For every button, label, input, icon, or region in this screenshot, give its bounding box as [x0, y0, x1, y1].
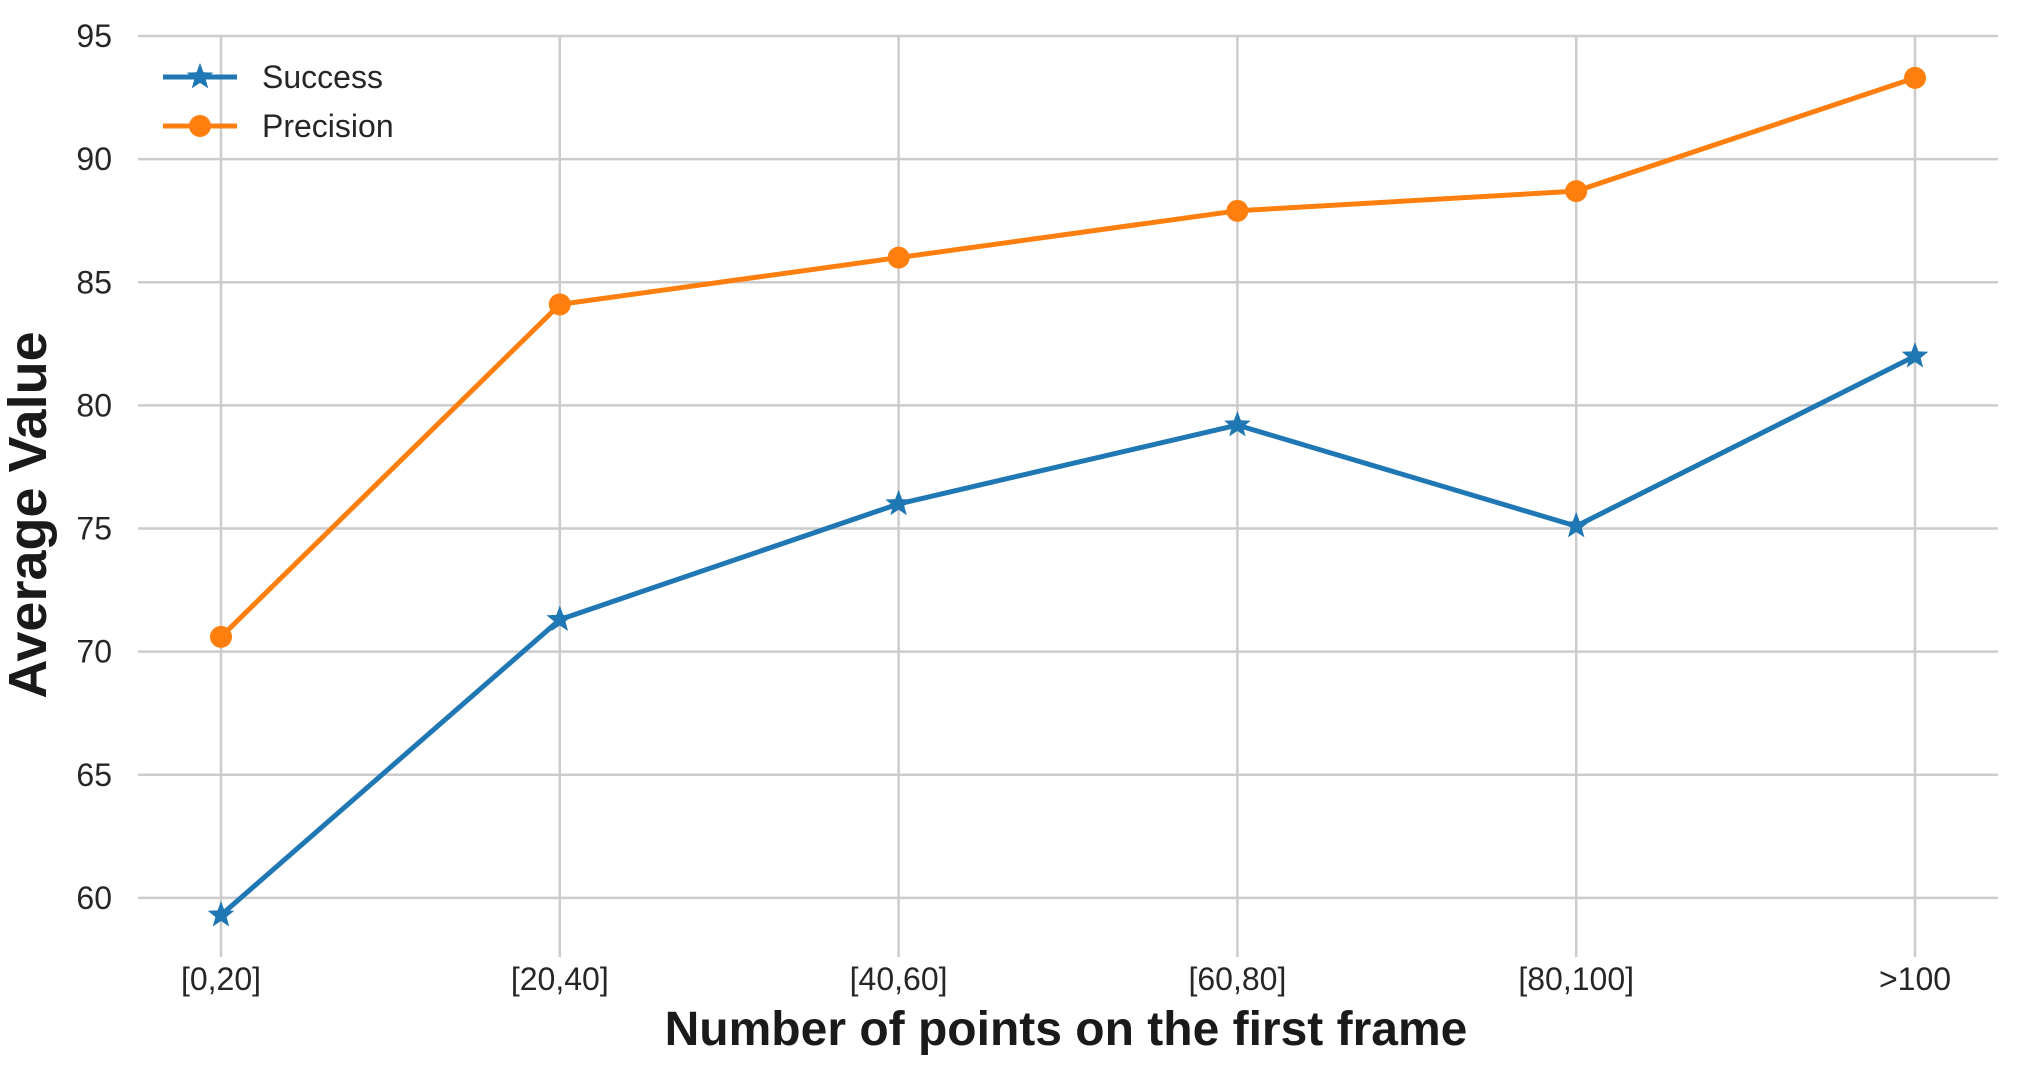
x-axis-title: Number of points on the first frame — [665, 1003, 1468, 1056]
series-line-precision — [218, 75, 1918, 640]
x-tick-label: [80,100] — [1518, 961, 1634, 997]
series-success — [207, 342, 1929, 927]
y-tick-label: 70 — [76, 634, 112, 670]
series-line-success — [218, 353, 1918, 918]
grid-layer — [138, 34, 1998, 957]
success-marker — [1224, 411, 1251, 437]
legend-label: Success — [262, 59, 383, 95]
success-marker — [207, 901, 235, 927]
x-tick-label: [40,60] — [850, 961, 948, 997]
precision-marker — [548, 293, 571, 316]
success-marker — [885, 489, 912, 516]
y-tick-label: 60 — [76, 880, 112, 916]
circle-icon — [189, 115, 211, 137]
y-tick-label: 75 — [76, 511, 112, 547]
x-tick-label: [0,20] — [181, 961, 261, 997]
precision-marker — [887, 246, 910, 269]
y-tick-label: 85 — [76, 264, 112, 300]
precision-marker — [210, 625, 232, 648]
y-tick-label: 95 — [76, 18, 112, 54]
legend-label: Precision — [262, 108, 394, 144]
y-axis-title: Average Value — [0, 331, 58, 698]
star-icon — [186, 63, 214, 89]
precision-marker — [1565, 180, 1588, 203]
success-marker — [1901, 342, 1929, 368]
precision-marker — [1904, 66, 1926, 89]
y-tick-label: 90 — [76, 141, 112, 177]
x-tick-label: [60,80] — [1188, 961, 1286, 997]
x-tick-label: >100 — [1879, 961, 1951, 997]
legend-entry-success: Success — [163, 59, 383, 95]
success-marker — [546, 605, 574, 631]
series-precision — [210, 66, 1926, 648]
legend-entry-precision: Precision — [163, 108, 394, 144]
y-tick-label: 65 — [76, 757, 112, 793]
tick-layer: 60 65 70 75 80 85 90 95 [0,20] [20,40] [40,60] [60,… — [76, 18, 1951, 997]
legend: Success Precision — [163, 59, 394, 144]
x-tick-label: [20,40] — [511, 961, 609, 997]
precision-marker — [1226, 199, 1249, 222]
series-layer — [207, 66, 1929, 927]
success-marker — [1562, 512, 1590, 538]
y-tick-label: 80 — [76, 387, 112, 423]
